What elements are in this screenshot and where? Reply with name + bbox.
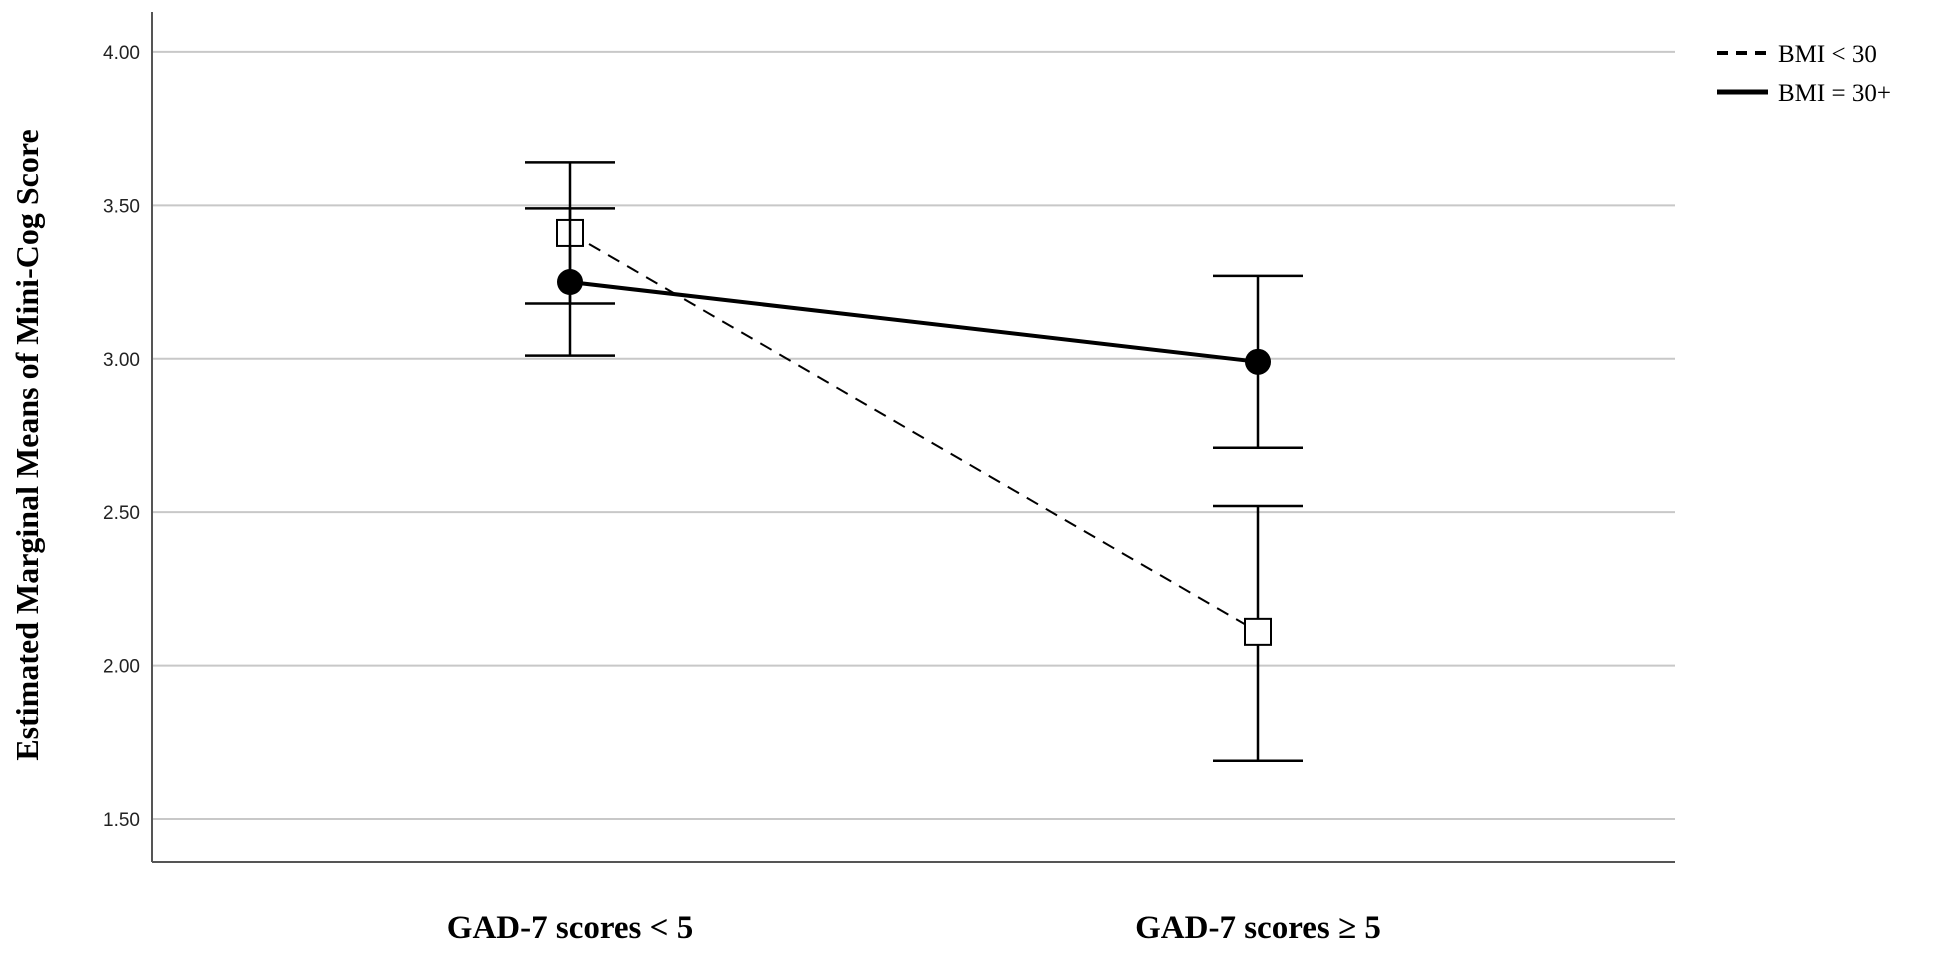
x-category-label: GAD-7 scores ≥ 5 — [1135, 910, 1381, 946]
legend-label: BMI < 30 — [1778, 41, 1877, 68]
y-tick-label: 2.50 — [103, 503, 140, 524]
x-category-labels: GAD-7 scores < 5 GAD-7 scores ≥ 5 — [447, 910, 1381, 946]
series-bmi-30-plus — [525, 207, 1303, 449]
y-tick-label: 3.00 — [103, 350, 140, 371]
y-axis-title: Estimated Marginal Means of Mini-Cog Sco… — [9, 129, 45, 760]
legend: BMI < 30 BMI = 30+ — [1717, 41, 1891, 107]
y-tick-labels: 1.50 2.00 2.50 3.00 3.50 4.00 — [103, 43, 140, 831]
y-tick-label: 4.00 — [103, 43, 140, 64]
y-tick-label: 3.50 — [103, 196, 140, 217]
series — [525, 161, 1303, 762]
series-bmi-under-30 — [525, 161, 1303, 762]
series-line — [569, 232, 1259, 633]
x-category-label: GAD-7 scores < 5 — [447, 910, 693, 946]
gridlines — [152, 50, 1675, 821]
legend-label: BMI = 30+ — [1778, 80, 1891, 107]
series-line — [569, 280, 1259, 364]
y-tick-label: 2.00 — [103, 657, 140, 678]
y-tick-label: 1.50 — [103, 810, 140, 831]
axes — [151, 12, 1675, 863]
data-point — [1245, 348, 1271, 375]
data-point — [1244, 617, 1272, 646]
data-point — [557, 269, 583, 296]
